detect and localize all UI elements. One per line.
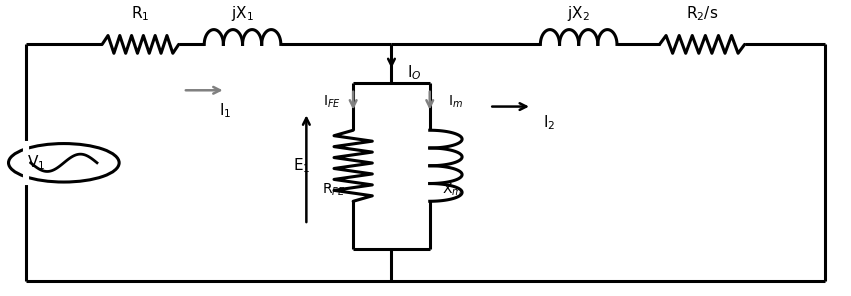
Text: jX$_1$: jX$_1$	[231, 4, 254, 23]
Text: jX$_2$: jX$_2$	[568, 4, 590, 23]
Text: I$_m$: I$_m$	[448, 94, 463, 110]
Text: R$_{FE}$: R$_{FE}$	[322, 181, 346, 198]
Text: X$_m$: X$_m$	[443, 181, 463, 198]
Text: I$_O$: I$_O$	[407, 63, 422, 82]
Text: E$_1$: E$_1$	[294, 156, 311, 175]
Text: V$_1$: V$_1$	[26, 153, 45, 172]
Text: I$_2$: I$_2$	[543, 113, 555, 132]
Text: I$_1$: I$_1$	[220, 102, 231, 120]
Text: R$_1$: R$_1$	[131, 4, 150, 23]
Text: I$_{FE}$: I$_{FE}$	[323, 94, 341, 110]
Text: R$_2$/s: R$_2$/s	[686, 4, 718, 23]
